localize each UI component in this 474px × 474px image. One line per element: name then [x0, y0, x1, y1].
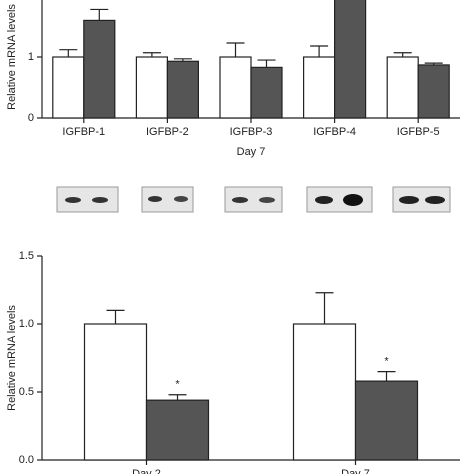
y-tick-label: 0.0: [19, 454, 34, 466]
annotation: *: [175, 379, 180, 391]
x-tick-label: Day 7: [341, 468, 370, 474]
x-tick-label: Day 2: [132, 468, 161, 474]
bar: [250, 66, 283, 119]
y-tick-label: 1: [28, 51, 34, 63]
gel-band: [65, 197, 81, 203]
y-tick-label: 1.0: [19, 318, 34, 330]
bar: [166, 60, 199, 119]
x-tick-label: IGFBP-5: [397, 126, 440, 138]
y-tick-label: 2: [28, 0, 34, 2]
x-tick-label: IGFBP-1: [62, 126, 105, 138]
bar: [83, 323, 148, 461]
y-tick-label: 0: [28, 112, 34, 124]
bar: [52, 56, 85, 119]
x-tick-label: IGFBP-2: [146, 126, 189, 138]
gel-band: [232, 197, 248, 203]
bar: [83, 19, 116, 119]
y-tick-label: 0.5: [19, 386, 34, 398]
bar: [292, 323, 357, 461]
bar: [386, 56, 419, 119]
x-axis-label: Day 7: [237, 146, 266, 158]
gel-band: [399, 196, 419, 204]
bar: [219, 56, 252, 119]
gel-band: [259, 197, 275, 203]
gel-band: [148, 196, 162, 202]
gel-strip: [56, 186, 451, 213]
gel-band: [425, 196, 445, 204]
gel-band: [315, 196, 333, 204]
y-tick-label: 1.5: [19, 250, 34, 262]
y-axis-label: Relative mRNA levels: [6, 305, 18, 411]
x-tick-label: IGFBP-4: [313, 126, 356, 138]
bar: [303, 56, 336, 119]
bar: [145, 399, 210, 461]
bar: [417, 64, 450, 119]
gel-band: [92, 197, 108, 203]
y-axis-label: Relative mRNA levels: [6, 4, 18, 110]
bar: [334, 0, 367, 119]
bar: [354, 380, 419, 461]
bar: [135, 56, 168, 119]
gel-band: [174, 196, 188, 202]
x-tick-label: IGFBP-3: [230, 126, 273, 138]
gel-band: [343, 194, 363, 206]
annotation: *: [384, 356, 389, 368]
